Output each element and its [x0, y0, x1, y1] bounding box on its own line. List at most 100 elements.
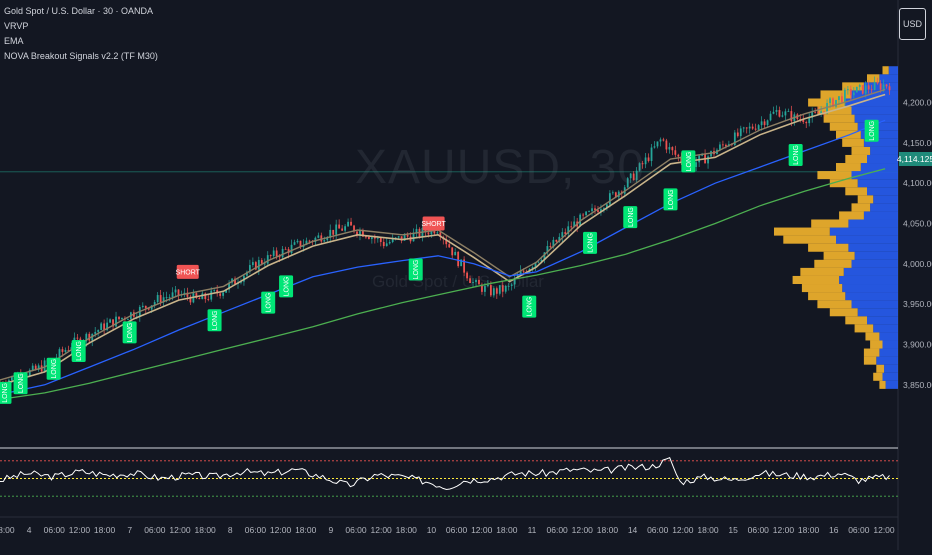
candle-body: [742, 127, 745, 129]
volume-profile-down-bar: [808, 98, 846, 107]
candle-body: [210, 290, 213, 300]
long-signal-label: [261, 291, 276, 314]
candle-body: [228, 282, 230, 290]
candle-body: [632, 173, 635, 181]
candle-body: [802, 119, 805, 123]
legend-indicator-vrvp[interactable]: VRVP: [4, 21, 29, 31]
candle-body: [448, 244, 451, 248]
candle-body: [231, 278, 233, 283]
candle-body: [373, 237, 376, 239]
candle-body: [28, 370, 31, 377]
candle-body: [153, 302, 156, 306]
candle-body: [772, 111, 775, 114]
candle-body: [472, 282, 474, 284]
candle-body: [841, 96, 843, 102]
candle-body: [356, 231, 358, 235]
volume-profile-up-bar: [851, 300, 898, 309]
long-signal-label: [0, 381, 12, 404]
y-tick-label: 4,100.000: [903, 178, 932, 188]
y-tick-label: 4,000.000: [903, 259, 932, 269]
candle-body: [320, 235, 323, 242]
candle-body: [745, 127, 748, 129]
oscillator-line: [0, 457, 890, 491]
x-tick-label: 06:00: [748, 525, 770, 535]
volume-profile-down-bar: [845, 316, 867, 325]
x-tick-label: 12:00: [371, 525, 393, 535]
candle-body: [219, 293, 222, 296]
candle-body: [260, 260, 263, 264]
candle-body: [171, 292, 174, 298]
x-tick-label: 18:00: [0, 525, 15, 535]
volume-profile-down-bar: [851, 203, 871, 212]
volume-profile-up-bar: [839, 275, 898, 285]
volume-profile-up-bar: [854, 251, 898, 260]
volume-profile-up-bar: [857, 179, 898, 188]
candle-body: [403, 234, 406, 241]
candle-body: [195, 293, 198, 298]
y-tick-label: 4,050.000: [903, 219, 932, 229]
candle-body: [594, 208, 596, 211]
candle-body: [876, 81, 879, 84]
candle-body: [665, 140, 668, 150]
candle-body: [37, 365, 40, 370]
volume-profile-down-bar: [817, 300, 852, 309]
candle-body: [204, 293, 207, 300]
candle-body: [88, 333, 91, 341]
candle-body: [849, 89, 852, 96]
volume-profile-up-bar: [873, 195, 898, 204]
candle-body: [314, 237, 317, 242]
candle-body: [722, 144, 724, 146]
candle-body: [608, 193, 611, 205]
legend-indicator-nova[interactable]: NOVA Breakout Signals v2.2 (TF M30): [4, 51, 158, 61]
candle-body: [680, 156, 683, 163]
candle-body: [463, 259, 466, 273]
legend-indicator-ema[interactable]: EMA: [4, 36, 24, 46]
candle-body: [567, 226, 570, 234]
candle-body: [97, 330, 100, 332]
long-signal-text: LONG: [527, 297, 534, 317]
candle-body: [400, 236, 403, 241]
candle-body: [873, 81, 876, 90]
candle-body: [629, 173, 632, 179]
candle-body: [852, 92, 855, 96]
currency-button[interactable]: USD: [899, 8, 926, 40]
volume-profile-down-bar: [774, 227, 830, 236]
long-signal-text: LONG: [18, 373, 25, 393]
volume-profile-down-bar: [857, 195, 874, 204]
long-signal-label: [522, 295, 537, 318]
candle-body: [43, 360, 46, 372]
x-tick-label: 18:00: [496, 525, 518, 535]
candle-body: [94, 331, 97, 334]
volume-profile-down-bar: [863, 356, 877, 365]
legend-symbol[interactable]: Gold Spot / U.S. Dollar · 30 · OANDA: [4, 6, 154, 16]
candle-body: [359, 230, 361, 235]
volume-profile-up-bar: [873, 324, 898, 333]
x-tick-label: 16: [829, 525, 839, 535]
volume-profile-down-bar: [829, 179, 858, 188]
candle-body: [489, 285, 492, 296]
volume-profile-up-bar: [879, 348, 898, 357]
volume-profile-up-bar: [867, 316, 898, 325]
candle-body: [546, 246, 549, 253]
long-signal-text: LONG: [869, 121, 876, 141]
volume-profile-up-bar: [882, 340, 898, 349]
volume-profile-up-bar: [857, 308, 898, 317]
candle-body: [385, 243, 388, 247]
candle-body: [835, 99, 837, 107]
candle-body: [748, 126, 751, 129]
x-tick-label: 06:00: [446, 525, 468, 535]
volume-profile-down-bar: [823, 114, 855, 123]
candle-body: [754, 128, 757, 130]
candle-body: [641, 163, 644, 165]
candle-body: [799, 118, 802, 120]
candle-body: [189, 296, 192, 303]
candle-body: [888, 86, 891, 91]
long-signal-text: LONG: [127, 322, 134, 342]
candle-body: [106, 322, 109, 331]
candle-body: [368, 236, 370, 239]
long-signal-text: LONG: [212, 310, 219, 330]
volume-profile-down-bar: [808, 292, 846, 301]
candle-body: [240, 281, 242, 283]
